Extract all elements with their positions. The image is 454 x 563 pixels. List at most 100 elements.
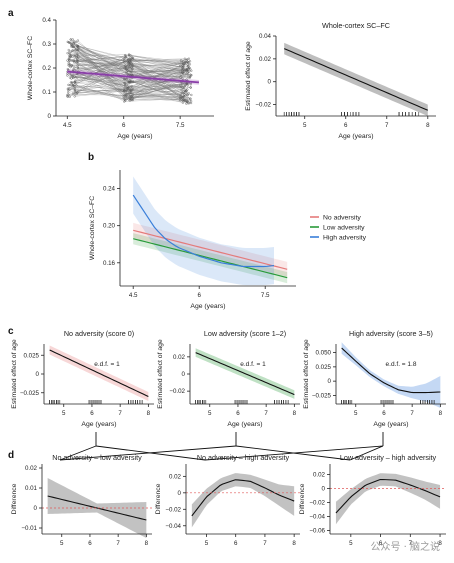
a-left-trajectory bbox=[72, 50, 188, 102]
a-left-trajectory bbox=[70, 56, 187, 104]
a-left-point bbox=[69, 55, 72, 58]
a-left-point bbox=[73, 69, 76, 72]
a-left-point bbox=[184, 97, 188, 100]
c2-x-tick-label: 5 bbox=[208, 410, 212, 417]
a-left-point bbox=[124, 64, 127, 67]
d3-y-tick-label: −0.06 bbox=[309, 528, 325, 535]
a_right-y-tick-label: 0 bbox=[268, 79, 272, 86]
a-left-trajectory bbox=[69, 52, 192, 76]
a-left-trajectory bbox=[71, 42, 184, 98]
a-left-point bbox=[186, 100, 189, 103]
a-left-point bbox=[131, 74, 134, 77]
a-left-point bbox=[189, 83, 192, 86]
b-legend-label: High adversity bbox=[323, 235, 367, 242]
a-left-point bbox=[123, 100, 126, 103]
a_left-x-tick-label: 7.5 bbox=[176, 122, 185, 129]
a_right-x-tick-label: 6 bbox=[344, 122, 348, 129]
c3-y-tick-label: −0.025 bbox=[312, 392, 332, 399]
a-left-point bbox=[183, 62, 186, 65]
a-right-fit-line bbox=[283, 48, 429, 111]
d1-fit-line bbox=[47, 495, 147, 521]
d2-y-tick-label: 0.02 bbox=[169, 473, 182, 480]
a-left-point bbox=[131, 94, 134, 97]
c3-x-tick-label: 7 bbox=[410, 410, 414, 417]
a-left-trajectory bbox=[77, 55, 181, 99]
c1-x-axis-label: Age (years) bbox=[81, 421, 116, 428]
d2-y-tick-label: 0 bbox=[178, 490, 182, 497]
c1-title: No adversity (score 0) bbox=[64, 329, 134, 338]
confidence-bands-layer bbox=[47, 38, 441, 538]
a-left-point bbox=[74, 81, 77, 85]
a-left-trajectory bbox=[74, 67, 190, 89]
c2-x-tick-label: 7 bbox=[264, 410, 268, 417]
a-left-point bbox=[130, 98, 133, 101]
a-left-trajectory bbox=[67, 53, 187, 85]
a-left-trajectory bbox=[77, 40, 188, 88]
a_right-x-axis-label: Age (years) bbox=[338, 133, 373, 140]
a-left-trajectory bbox=[73, 85, 182, 101]
a-left-point bbox=[129, 95, 132, 98]
a-left-point bbox=[126, 85, 129, 88]
a-left-point bbox=[127, 58, 130, 61]
a-left-point bbox=[188, 63, 192, 66]
c2-annotation: e.d.f. = 1 bbox=[240, 361, 266, 368]
a-left-point bbox=[70, 74, 74, 77]
a_left-y-tick-label: 0.3 bbox=[42, 41, 51, 48]
c1-y-tick-label: −0.025 bbox=[20, 390, 40, 397]
a-left-trajectory bbox=[74, 59, 188, 71]
d3-x-tick-label: 7 bbox=[409, 540, 413, 547]
a-left-point bbox=[187, 97, 190, 100]
d3-y-tick-label: 0.02 bbox=[313, 472, 326, 479]
d3-y-tick-label: −0.02 bbox=[309, 500, 325, 507]
a-left-point bbox=[189, 86, 192, 89]
a-left-point bbox=[128, 81, 132, 84]
b-x-tick-label: 7.5 bbox=[261, 292, 270, 299]
a-left-trajectory bbox=[74, 87, 183, 92]
a-left-trajectory bbox=[73, 54, 185, 87]
a-left-point bbox=[131, 56, 135, 60]
a-left-trajectory bbox=[76, 60, 189, 104]
d3-x-tick-label: 5 bbox=[349, 540, 353, 547]
a-left-point bbox=[71, 49, 74, 52]
a-left-point bbox=[73, 66, 76, 69]
d1-x-tick-label: 6 bbox=[88, 540, 92, 547]
panel-label-b: b bbox=[88, 152, 94, 163]
a-left-point bbox=[180, 88, 183, 92]
a-left-trajectory bbox=[67, 61, 188, 96]
c1-y-tick-label: 0.025 bbox=[24, 352, 40, 359]
c1-x-tick-label: 8 bbox=[147, 410, 151, 417]
a-left-point bbox=[128, 70, 132, 73]
a-left-point bbox=[181, 82, 184, 86]
a-left-point bbox=[129, 91, 133, 94]
d2-ci-band bbox=[191, 473, 295, 528]
c2-x-axis-label: Age (years) bbox=[227, 421, 262, 428]
a-left-point bbox=[124, 56, 127, 59]
d2-y-tick-label: −0.04 bbox=[165, 523, 181, 530]
a-left-trajectory bbox=[69, 83, 187, 93]
b-y-tick-label: 0.16 bbox=[103, 260, 116, 267]
c1-fit-line bbox=[49, 349, 149, 397]
a-left-trajectory bbox=[69, 58, 184, 97]
a-left-point bbox=[190, 100, 193, 103]
a-left-point bbox=[75, 52, 79, 55]
a-left-trajectory bbox=[77, 60, 189, 66]
a-left-point bbox=[74, 79, 77, 82]
a-left-point bbox=[188, 60, 192, 63]
panel-label-d: d bbox=[8, 450, 14, 461]
a-left-point bbox=[67, 51, 71, 54]
c2-y-tick-label: 0 bbox=[182, 371, 186, 378]
c3-y-tick-label: 0 bbox=[328, 378, 332, 385]
a-left-point bbox=[186, 84, 189, 87]
d3-y-tick-label: −0.04 bbox=[309, 514, 325, 521]
b-legend-label: Low adversity bbox=[323, 225, 365, 232]
c2-fit-line bbox=[195, 352, 295, 396]
c3-x-tick-label: 5 bbox=[354, 410, 358, 417]
b-x-tick-label: 6 bbox=[197, 292, 201, 299]
c3-y-axis-label: Estimated effect of age bbox=[303, 339, 310, 409]
a-left-point bbox=[70, 64, 73, 67]
a_left-y-axis-label: Whole-cortex SC–FC bbox=[27, 36, 34, 100]
a-left-point bbox=[124, 53, 127, 57]
a-left-point bbox=[127, 61, 131, 64]
a-left-point bbox=[68, 41, 71, 44]
